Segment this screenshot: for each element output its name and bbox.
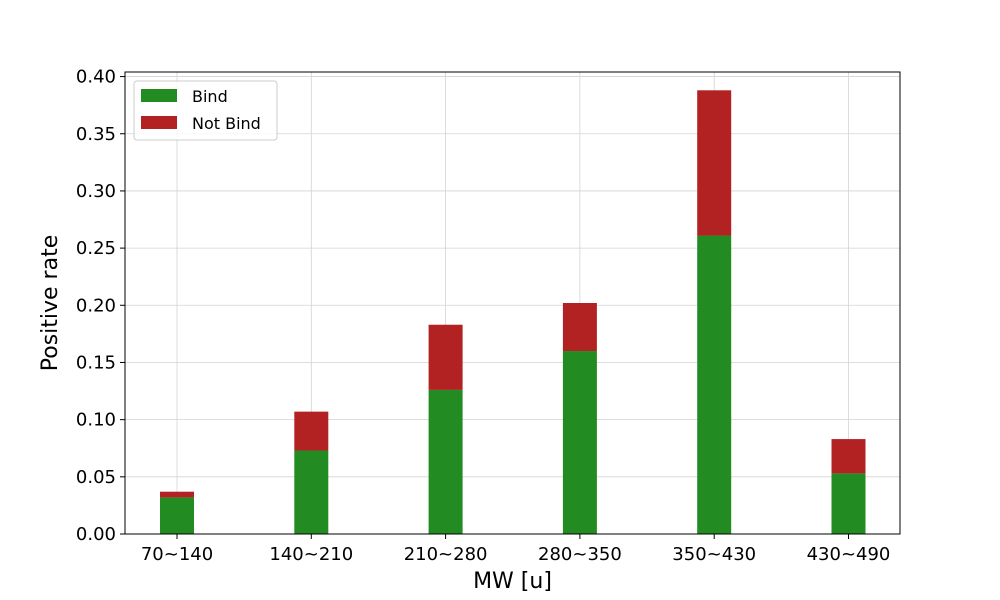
y-tick-label: 0.15 <box>76 352 116 373</box>
y-tick-label: 0.05 <box>76 467 116 488</box>
legend-label-bind: Bind <box>192 87 228 106</box>
y-tick-label: 0.25 <box>76 238 116 259</box>
plot-frame <box>124 71 901 535</box>
bar-not-bind <box>831 439 866 474</box>
legend-label-not-bind: Not Bind <box>192 114 261 133</box>
y-tick-label: 0.00 <box>76 524 116 545</box>
bar-bind <box>294 450 329 534</box>
bar-bind <box>160 497 194 534</box>
x-tick-label: 140~210 <box>269 544 353 565</box>
bar-bind <box>428 389 463 534</box>
x-tick-label: 210~280 <box>404 544 488 565</box>
x-axis-title: MW [u] <box>473 569 552 594</box>
bar-not-bind <box>294 411 329 451</box>
x-tick-label: 350~430 <box>672 544 756 565</box>
x-tick-label: 70~140 <box>141 544 213 565</box>
y-tick-label: 0.20 <box>76 295 116 316</box>
bar-not-bind <box>428 324 463 390</box>
y-tick-label: 0.10 <box>76 410 116 431</box>
y-tick-label: 0.30 <box>76 181 116 202</box>
y-tick-label: 0.35 <box>76 124 116 145</box>
bar-not-bind <box>697 90 732 236</box>
x-tick-label: 430~490 <box>807 544 891 565</box>
ticks: 0.00 0.05 0.10 0.15 0.20 0.25 0.30 0.35 0.40 70~1… <box>76 67 890 565</box>
bar-not-bind <box>562 303 597 352</box>
bar-bind <box>831 473 866 534</box>
y-axis-title: Positive rate <box>38 235 63 372</box>
bar-not-bind <box>160 491 194 498</box>
grid <box>125 72 900 535</box>
y-tick-label: 0.40 <box>76 67 116 88</box>
bars <box>160 90 866 534</box>
x-tick-label: 280~350 <box>538 544 622 565</box>
legend-swatch-not-bind <box>141 116 177 129</box>
bar-bind <box>562 351 597 534</box>
legend-swatch-bind <box>141 89 177 102</box>
bar-bind <box>697 235 732 534</box>
legend: Bind Not Bind <box>133 80 278 141</box>
